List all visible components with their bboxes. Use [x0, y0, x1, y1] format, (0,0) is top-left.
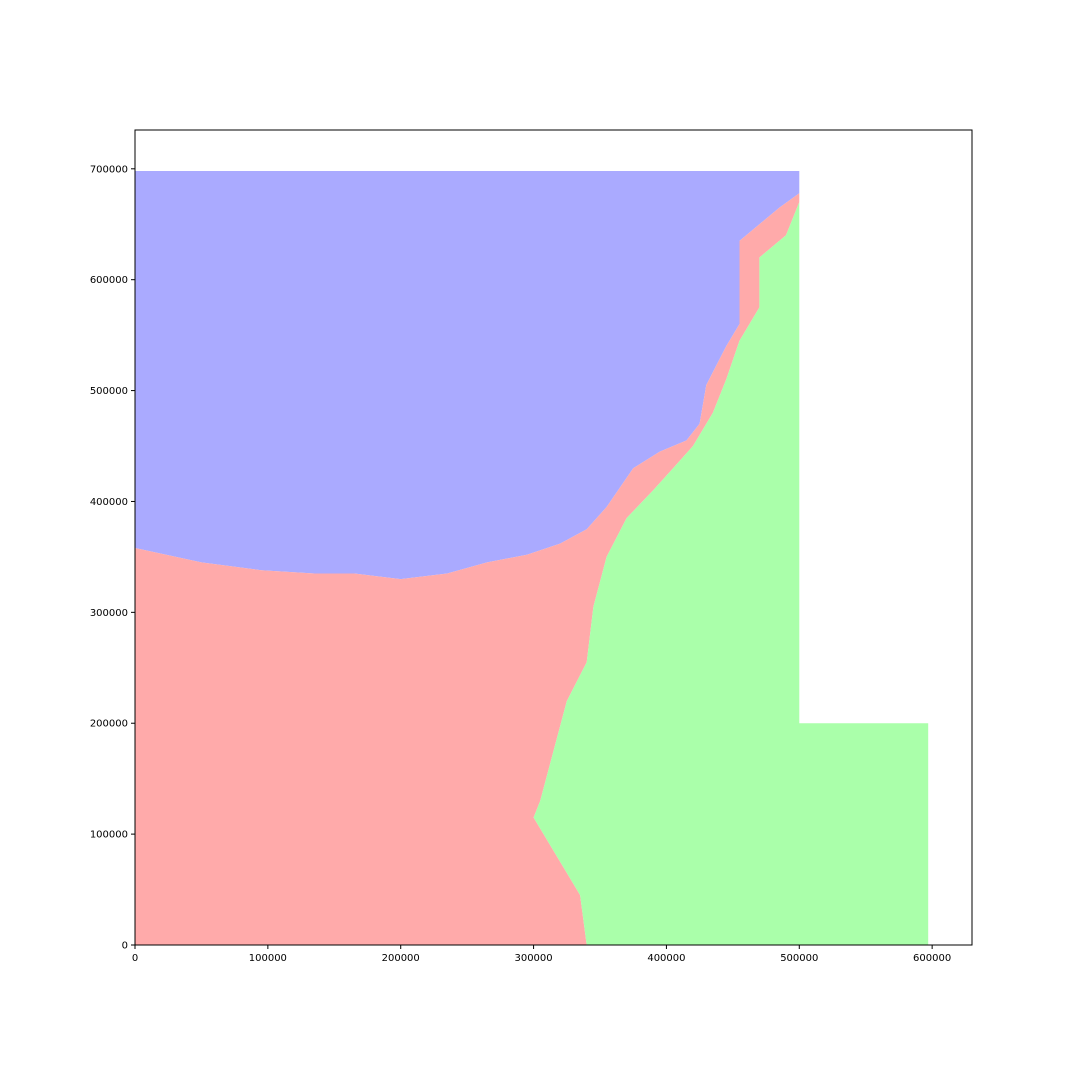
y-tick-label: 600000	[90, 275, 128, 286]
y-tick-label: 400000	[90, 497, 128, 508]
x-axis: 0 100000 200000 300000 400000 500000 600000	[132, 945, 951, 964]
plot-frame	[134, 129, 973, 946]
x-tick-label: 400000	[647, 953, 685, 964]
x-tick-label: 300000	[514, 953, 552, 964]
y-tick-label: 500000	[90, 386, 128, 397]
y-tick-label: 300000	[90, 608, 128, 619]
x-tick-label: 0	[132, 953, 138, 964]
green-region	[533, 202, 929, 946]
x-tick-label: 100000	[249, 953, 287, 964]
y-axis: 0 100000 200000 300000 400000 500000 600000 700…	[90, 164, 135, 952]
x-tick-label: 500000	[780, 953, 818, 964]
heatmap-regions	[135, 171, 929, 946]
x-tick-label: 600000	[913, 953, 951, 964]
x-tick-label: 200000	[382, 953, 420, 964]
blue-region	[135, 171, 800, 580]
red-region	[135, 193, 800, 945]
y-tick-label: 0	[122, 941, 128, 952]
y-tick-label: 700000	[90, 164, 128, 175]
y-tick-label: 200000	[90, 719, 128, 730]
y-tick-label: 100000	[90, 830, 128, 841]
